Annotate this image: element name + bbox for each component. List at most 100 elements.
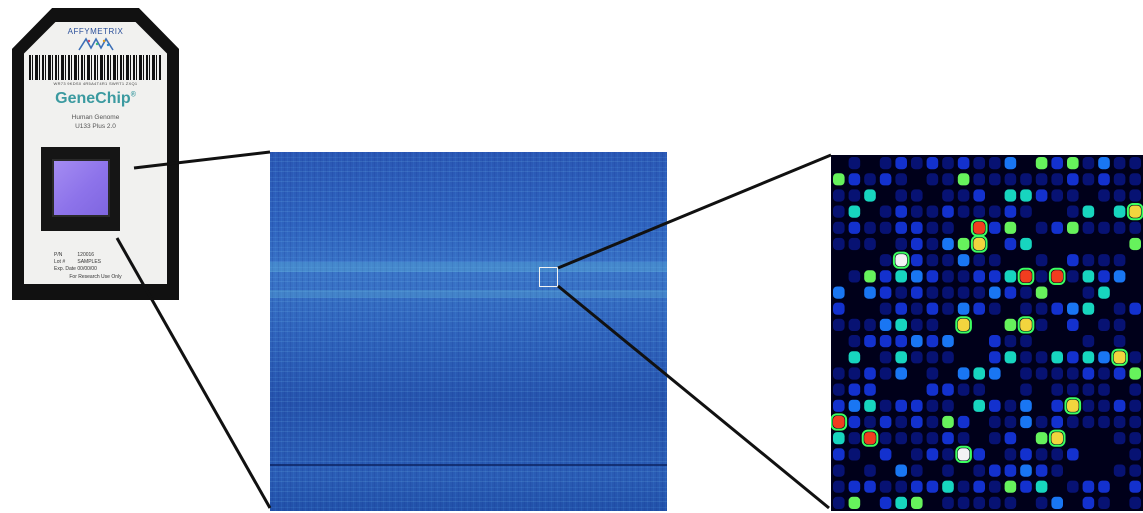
probe-feature <box>833 367 845 380</box>
probe-feature <box>1098 415 1110 429</box>
probe-feature <box>833 205 845 218</box>
probe-feature <box>879 302 892 315</box>
probe-feature <box>989 464 1001 477</box>
brand-text: AFFYMETRIX <box>67 27 124 36</box>
probe-feature <box>1113 432 1126 445</box>
probe-feature <box>942 270 954 283</box>
probe-feature <box>973 383 985 396</box>
probe-feature <box>942 480 954 493</box>
product-line-1: Human Genome <box>71 114 120 121</box>
probe-feature <box>833 399 845 412</box>
probe-feature <box>1035 448 1048 461</box>
probe-feature <box>1113 221 1126 234</box>
probe-feature <box>957 480 970 493</box>
probe-feature <box>973 464 985 477</box>
probe-feature <box>864 237 876 251</box>
probe-feature <box>833 237 845 251</box>
probe-feature <box>957 157 970 170</box>
probe-feature <box>1082 205 1095 218</box>
probe-feature <box>1067 205 1079 218</box>
probe-feature <box>926 448 939 461</box>
part-number-label: P/N <box>54 252 63 258</box>
probe-feature <box>942 237 954 251</box>
probe-feature <box>926 221 939 234</box>
probe-feature <box>911 270 923 283</box>
probe-feature <box>926 237 939 251</box>
probe-feature <box>1098 318 1110 331</box>
probe-feature <box>833 496 845 509</box>
affymetrix-logo-icon <box>78 37 114 51</box>
probe-feature <box>1004 464 1017 477</box>
probe-feature <box>895 205 907 218</box>
probe-feature <box>926 205 939 218</box>
probe-feature <box>989 399 1001 412</box>
probe-feature <box>1082 480 1095 493</box>
probe-feature <box>848 318 861 331</box>
probe-feature <box>1035 221 1048 234</box>
probe-feature <box>895 173 907 186</box>
probe-feature <box>1020 335 1032 348</box>
probe-feature <box>1004 415 1017 429</box>
probe-feature <box>942 464 954 477</box>
probe-feature <box>879 270 892 283</box>
probe-feature <box>1082 367 1095 380</box>
probe-feature <box>864 432 876 445</box>
probe-feature <box>1113 157 1126 170</box>
probe-feature <box>1098 286 1110 299</box>
probe-feature <box>833 302 845 315</box>
probe-feature <box>1004 157 1017 170</box>
probe-feature <box>957 367 970 380</box>
probe-feature <box>1113 335 1126 348</box>
product-line-2: U133 Plus 2.0 <box>75 123 116 130</box>
probe-feature <box>1035 415 1048 429</box>
probe-feature <box>848 496 861 509</box>
lot-row: Lot # SAMPLES <box>54 259 154 265</box>
probe-feature <box>957 432 970 445</box>
probe-feature <box>833 221 845 234</box>
probe-feature <box>911 464 923 477</box>
probe-feature <box>926 335 939 348</box>
probe-feature <box>864 367 876 380</box>
probe-feature <box>1113 464 1126 477</box>
probe-feature <box>1082 415 1095 429</box>
probe-feature <box>957 173 970 186</box>
probe-feature <box>942 221 954 234</box>
probe-feature <box>879 399 892 412</box>
probe-feature <box>848 157 861 170</box>
probe-feature <box>942 302 954 315</box>
probe-feature <box>879 367 892 380</box>
part-number-value: 120016 <box>77 252 95 258</box>
probe-feature <box>895 464 907 477</box>
probe-feature <box>942 399 954 412</box>
probe-feature <box>942 157 954 170</box>
probe-feature <box>1129 432 1141 445</box>
probe-feature <box>1082 383 1095 396</box>
probe-feature-halo <box>1017 267 1035 286</box>
probe-feature <box>879 432 892 445</box>
probe-feature <box>911 415 923 429</box>
probe-feature <box>957 448 970 461</box>
probe-feature <box>848 367 861 380</box>
probe-feature <box>1004 335 1017 348</box>
probe-feature <box>1129 205 1141 218</box>
probe-feature <box>942 205 954 218</box>
probe-feature <box>833 464 845 477</box>
probe-feature <box>1129 464 1141 477</box>
probe-feature <box>895 496 907 509</box>
probe-feature <box>1004 351 1017 364</box>
probe-feature <box>973 189 985 202</box>
expiry-label: Exp. Date <box>54 266 76 272</box>
probe-feature <box>942 351 954 364</box>
probe-feature <box>973 270 985 283</box>
probe-feature <box>1020 189 1032 202</box>
probe-feature <box>864 399 876 412</box>
probe-feature <box>1098 480 1110 493</box>
probe-feature <box>1020 205 1032 218</box>
probe-feature <box>1082 270 1095 283</box>
probe-feature <box>989 351 1001 364</box>
probe-feature <box>1035 496 1048 509</box>
probe-feature <box>1020 480 1032 493</box>
probe-feature <box>973 173 985 186</box>
probe-feature <box>1035 351 1048 364</box>
probe-feature <box>1051 302 1063 315</box>
